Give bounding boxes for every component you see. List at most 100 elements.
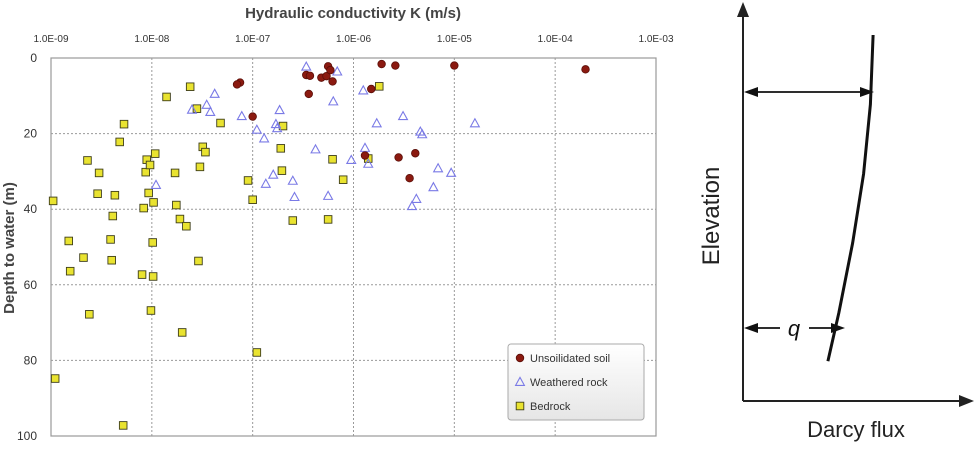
data-point-square [64,236,74,246]
data-point-square [137,270,147,279]
data-point-square [148,238,157,247]
data-point-square [201,147,210,157]
data-point-square [48,196,58,206]
data-point-square [115,137,124,147]
data-point-square [118,421,128,430]
data-point-circle [304,89,313,99]
data-point-triangle [201,99,213,109]
data-point-square [216,118,225,128]
data-point-circle [367,84,376,94]
data-point-circle [405,174,414,183]
data-point-square [146,306,156,315]
data-point-triangle [267,169,279,179]
data-point-circle [248,112,257,121]
y-tick-label: 0 [30,51,37,65]
data-point-circle [322,71,331,81]
data-point-triangle [362,158,374,168]
legend-label: Weathered rock [530,377,608,389]
data-point-square [277,166,287,175]
data-point-circle [328,77,337,86]
darcy-flux-axis-arrowhead [959,395,974,407]
data-point-square [182,221,191,231]
data-point-triangle [432,162,444,173]
data-point-square [119,119,129,129]
x-tick-label: 1.0E-05 [437,34,472,45]
data-point-square [150,149,160,158]
data-point-triangle [331,65,343,76]
data-point-triangle [150,179,162,189]
legend-marker-square [515,401,525,411]
data-point-triangle [428,181,439,192]
legend: Unsoilidated soil Weathered rock Bedrock [507,343,645,421]
legend-marker-triangle [514,376,526,386]
data-point-triangle [310,143,321,154]
data-point-square [108,211,118,221]
x-tick-label: 1.0E-07 [235,34,270,45]
data-point-triangle [204,106,216,117]
data-point-circle [394,153,403,162]
y-tick-label: 60 [24,278,38,292]
data-point-triangle [406,200,418,211]
data-point-square [252,348,262,357]
q-label: q [788,316,801,341]
data-point-square [248,195,257,204]
data-point-triangle [357,84,369,95]
data-point-square [65,266,75,276]
data-point-square [374,82,384,91]
darcy-flux-diagram: Elevation Darcy flux q [698,2,974,442]
data-point-circle [581,65,590,74]
data-point-triangle [260,178,272,188]
data-point-square [170,168,180,178]
data-point-triangle [270,118,282,129]
data-point-circle [377,59,386,69]
data-point-triangle [209,88,221,98]
data-point-square [243,176,253,185]
data-point-triangle [397,110,409,121]
data-point-square [149,198,158,207]
data-point-square [162,92,171,102]
data-point-square [50,374,60,383]
data-point-square [93,189,102,198]
data-point-triangle [271,122,283,133]
y-tick-labels: 0 20 40 60 80 100 [17,51,37,443]
data-point-square [328,155,337,164]
data-point-triangle [289,191,300,202]
y-tick-label: 80 [24,353,38,367]
elevation-axis-arrowhead [737,2,749,17]
x-tick-label: 1.0E-04 [538,34,573,45]
data-point-square [192,104,202,113]
data-point-square [85,310,94,319]
data-point-triangle [251,124,263,134]
data-point-circle [326,65,335,75]
flux-profile-curve [826,34,875,362]
data-point-square [144,188,153,198]
x-tick-label: 1.0E-09 [33,34,68,45]
data-point-square [79,253,88,262]
data-points [48,59,590,430]
flux-width-arrowhead-left [744,87,758,97]
data-point-square [106,235,115,244]
data-point-square [107,255,116,265]
data-point-square [175,214,185,224]
data-point-triangle [411,193,422,203]
data-point-square [141,167,150,177]
legend-label: Bedrock [530,401,571,413]
data-point-triangle [371,117,383,128]
data-point-square [94,168,104,178]
x-tick-label: 1.0E-08 [134,34,169,45]
data-point-square [148,272,158,281]
y-tick-label: 20 [24,127,38,141]
data-point-square [185,82,195,91]
data-point-triangle [274,104,285,115]
q-arrowhead-left [744,323,758,333]
data-point-square [323,215,333,224]
data-point-triangle [258,132,270,143]
data-point-square [110,190,120,200]
y-axis-label: Depth to water (m) [1,182,18,314]
elevation-label: Elevation [698,167,725,266]
data-point-square [172,200,181,210]
flux-width-arrowhead-right [860,87,874,97]
x-tick-label: 1.0E-06 [336,34,371,45]
data-point-triangle [345,154,357,165]
